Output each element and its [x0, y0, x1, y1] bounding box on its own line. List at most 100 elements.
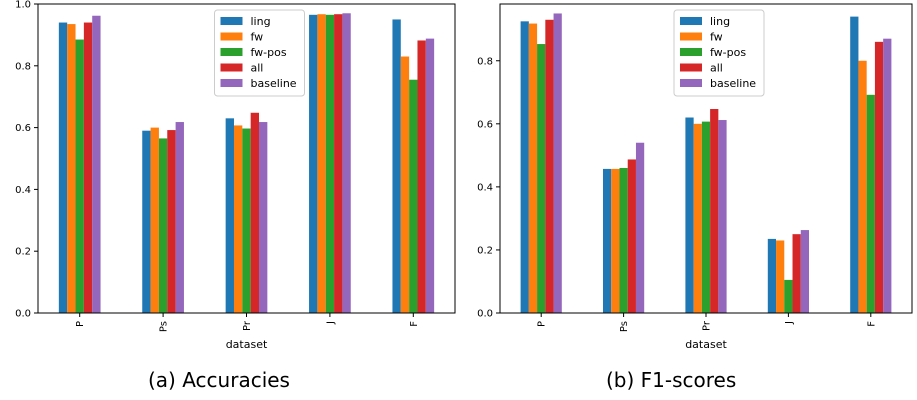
f1-bar-baseline-J: [800, 230, 809, 313]
f1-xtick-label: F: [866, 321, 877, 327]
f1-bar-ling-J: [767, 238, 777, 313]
accuracy-legend-swatch-ling: [220, 17, 243, 25]
f1-legend-label-fw: fw: [710, 31, 723, 44]
f1-bar-all-P: [545, 19, 554, 314]
accuracy-bar-fw-pos-F: [409, 79, 418, 314]
f1-bar-fw-P: [528, 23, 538, 314]
f1-bar-fw-Ps: [611, 168, 620, 313]
accuracy-bar-ling-F: [392, 19, 401, 313]
accuracy-legend-swatch-fw: [220, 32, 243, 41]
f1-bar-baseline-Ps: [635, 142, 645, 313]
accuracy-bar-baseline-Ps: [175, 122, 184, 313]
f1-legend-label-baseline: baseline: [710, 77, 756, 90]
accuracy-xtick-label: P: [75, 321, 86, 327]
accuracy-bar-ling-Ps: [142, 130, 151, 313]
accuracy-bar-fw-pos-P: [75, 39, 84, 313]
f1-legend-swatch-fw-pos: [680, 48, 702, 56]
f1-bar-fw-pos-Ps: [619, 167, 628, 313]
f1-bar-ling-P: [520, 21, 529, 314]
f1-bar-baseline-F: [883, 38, 892, 314]
f1-bar-fw-pos-P: [537, 44, 546, 313]
accuracy-legend-label-ling: ling: [251, 15, 271, 28]
accuracy-bar-fw-J: [317, 14, 326, 313]
accuracy-xtick-label: F: [409, 321, 420, 327]
f1-legend-label-ling: ling: [710, 15, 730, 28]
accuracy-legend-swatch-fw-pos: [220, 48, 243, 56]
f1-legend-label-all: all: [710, 62, 723, 75]
accuracy-bar-baseline-J: [342, 13, 351, 314]
accuracy-xtick-label: Pr: [242, 320, 253, 331]
accuracy-bar-fw-Ps: [150, 127, 159, 313]
accuracy-bar-fw-pos-Pr: [242, 128, 251, 313]
accuracy-bar-baseline-P: [92, 15, 101, 314]
f1-legend: ling fw fw-pos all baseline: [673, 9, 765, 97]
f1-bar-all-Ps: [627, 159, 636, 313]
f1-bar-fw-pos-J: [784, 279, 793, 313]
accuracy-bar-all-Ps: [167, 130, 176, 313]
accuracy-legend-swatch-baseline: [220, 79, 243, 87]
accuracy-xtick-label: J: [325, 321, 336, 325]
f1-bar-fw-J: [776, 240, 785, 313]
f1-ytick-label: 0.8: [477, 56, 493, 67]
f1-bar-fw-F: [858, 60, 867, 314]
f1-bar-baseline-P: [553, 13, 562, 314]
accuracy-xaxis-label: dataset: [226, 338, 268, 351]
accuracy-bar-all-Pr: [250, 112, 260, 314]
caption-f1-scores: (b) F1-scores: [606, 368, 737, 392]
accuracy-legend: ling fw fw-pos all baseline: [214, 9, 305, 97]
f1-xtick-label: J: [784, 321, 795, 325]
f1-bar-fw-Pr: [693, 123, 702, 313]
f1-xtick-label: P: [537, 321, 548, 327]
f1-bar-baseline-Pr: [718, 120, 727, 313]
accuracy-legend-swatch-all: [220, 63, 243, 72]
f1-ytick-label: 0.4: [477, 182, 493, 193]
f1-legend-swatch-all: [680, 63, 702, 72]
accuracy-bar-fw-F: [400, 56, 410, 313]
accuracy-xtick-label: Ps: [159, 321, 170, 332]
accuracy-bar-all-F: [417, 40, 426, 314]
accuracy-ytick-label: 0.4: [15, 185, 31, 196]
accuracy-bar-baseline-F: [425, 38, 435, 314]
accuracy-bar-fw-P: [67, 24, 76, 314]
f1-ytick-label: 0.0: [477, 309, 493, 320]
accuracy-ytick-label: 0.6: [15, 123, 31, 134]
f1-legend-box: [673, 9, 765, 97]
accuracy-legend-label-all: all: [251, 62, 264, 75]
f1-bar-all-Pr: [710, 109, 719, 313]
accuracy-legend-label-fw-pos: fw-pos: [251, 46, 287, 59]
accuracy-bar-baseline-Pr: [259, 122, 268, 313]
f1-legend-swatch-ling: [680, 17, 702, 25]
accuracy-legend-label-fw: fw: [251, 31, 264, 44]
f1-xtick-label: Ps: [619, 321, 630, 332]
f1-bar-all-J: [792, 234, 801, 313]
f1-bar-fw-pos-Pr: [701, 121, 711, 313]
f1-xtick-label: Pr: [702, 320, 713, 331]
f1-ytick-label: 0.6: [477, 119, 493, 130]
accuracy-ytick-label: 0.8: [15, 61, 31, 72]
f1-bar-ling-F: [850, 16, 859, 314]
f1-legend-swatch-baseline: [680, 79, 702, 87]
accuracy-ytick-label: 0.2: [15, 247, 31, 258]
accuracy-bar-ling-P: [58, 22, 68, 313]
accuracy-bar-fw-Pr: [233, 125, 243, 313]
accuracy-bar-fw-pos-J: [325, 14, 335, 314]
f1-ytick-label: 0.2: [477, 245, 493, 256]
accuracy-legend-label-baseline: baseline: [251, 77, 297, 90]
f1-legend-swatch-fw: [680, 32, 702, 41]
f1-bar-ling-Ps: [603, 168, 612, 313]
f1-bar-all-F: [874, 41, 884, 314]
f1-bar-fw-pos-F: [866, 94, 875, 313]
f1-bar-ling-Pr: [685, 117, 694, 313]
accuracy-bar-ling-Pr: [225, 118, 234, 313]
caption-accuracies: (a) Accuracies: [148, 368, 290, 392]
accuracy-bar-all-J: [334, 14, 343, 313]
accuracy-legend-box: [214, 9, 305, 97]
f1-xaxis-label: dataset: [685, 338, 727, 351]
accuracy-ytick-label: 1.0: [15, 0, 31, 11]
accuracy-bar-all-P: [83, 22, 93, 313]
accuracy-ytick-label: 0.0: [15, 309, 31, 320]
f1-legend-label-fw-pos: fw-pos: [710, 46, 746, 59]
